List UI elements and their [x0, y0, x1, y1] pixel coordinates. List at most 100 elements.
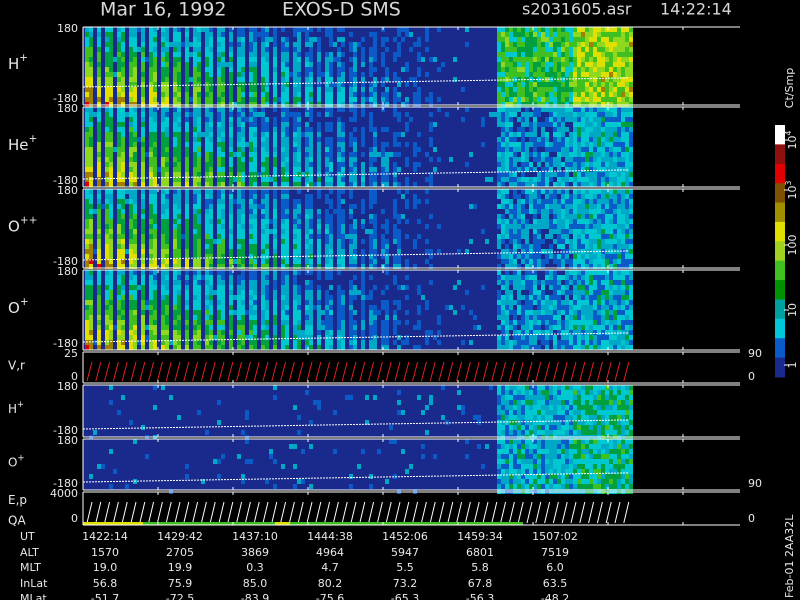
cell: [609, 244, 613, 249]
cell: [381, 305, 385, 310]
cell: [229, 199, 233, 204]
cell: [329, 310, 333, 315]
cell: [397, 229, 401, 234]
cell: [381, 249, 385, 254]
cell: [193, 122, 197, 127]
cell: [601, 199, 605, 204]
cell: [601, 72, 605, 77]
cell: [509, 167, 513, 172]
cell: [205, 320, 209, 325]
cell: [557, 67, 561, 72]
cell: [409, 77, 413, 82]
cell: [625, 199, 629, 204]
cell: [105, 122, 109, 127]
cell: [593, 67, 597, 72]
cell: [317, 162, 321, 167]
cell: [601, 172, 605, 177]
cell: [133, 137, 137, 142]
cell: [329, 264, 333, 269]
cell: [349, 137, 353, 142]
cell: [573, 127, 577, 132]
cell: [309, 42, 313, 47]
cell: [545, 177, 549, 182]
cell: [297, 270, 301, 275]
cell: [313, 305, 317, 310]
cell: [329, 259, 333, 264]
cell: [153, 162, 157, 167]
spectrogram: [82, 27, 633, 107]
cell: [173, 47, 177, 52]
cell: [193, 310, 197, 315]
cell: [241, 122, 245, 127]
cell: [393, 182, 397, 187]
cell: [253, 162, 257, 167]
cell: [97, 204, 101, 209]
cell: [105, 57, 109, 62]
cell: [393, 57, 397, 62]
cell: [577, 132, 581, 137]
cell: [537, 264, 541, 269]
cell: [253, 182, 257, 187]
cell: [585, 87, 589, 92]
cell: [133, 280, 137, 285]
cell: [601, 127, 605, 132]
cell: [609, 239, 613, 244]
cell: [165, 204, 169, 209]
cell: [149, 37, 153, 42]
cell: [397, 285, 401, 290]
cell: [149, 219, 153, 224]
cell: [141, 315, 145, 320]
cell: [305, 229, 309, 234]
cell: [153, 189, 157, 194]
cell: [129, 27, 133, 32]
cell: [293, 87, 297, 92]
cell: [193, 290, 197, 295]
cell: [621, 229, 625, 234]
cell: [557, 167, 561, 172]
cell: [185, 244, 189, 249]
cell: [385, 157, 389, 162]
cell: [561, 214, 565, 219]
cell: [329, 182, 333, 187]
cell: [297, 122, 301, 127]
cell: [501, 97, 505, 102]
cell: [609, 264, 613, 269]
cell: [385, 330, 389, 335]
cell: [349, 259, 353, 264]
cell: [241, 162, 245, 167]
cell: [537, 137, 541, 142]
cell: [385, 305, 389, 310]
cell: [89, 254, 93, 259]
cell: [265, 320, 269, 325]
cell: [369, 244, 373, 249]
cell: [273, 97, 277, 102]
cell: [605, 259, 609, 264]
cell: [589, 27, 593, 32]
cell: [629, 137, 633, 142]
cell: [509, 199, 513, 204]
cell: [541, 249, 545, 254]
cell: [621, 254, 625, 259]
cell: [349, 290, 353, 295]
cell: [585, 127, 589, 132]
cell: [217, 280, 221, 285]
cell: [569, 77, 573, 82]
cell: [153, 300, 157, 305]
cell: [537, 27, 541, 32]
cell: [265, 295, 269, 300]
cell: [197, 204, 201, 209]
cell: [205, 107, 209, 112]
cell: [177, 127, 181, 132]
cell: [349, 67, 353, 72]
cell: [293, 305, 297, 310]
cell: [149, 320, 153, 325]
cell: [533, 132, 537, 137]
cell: [353, 167, 357, 172]
cell: [437, 249, 441, 254]
cell: [593, 107, 597, 112]
cell: [149, 97, 153, 102]
cell: [353, 264, 357, 269]
cell: [153, 234, 157, 239]
cell: [617, 32, 621, 37]
cell: [241, 97, 245, 102]
